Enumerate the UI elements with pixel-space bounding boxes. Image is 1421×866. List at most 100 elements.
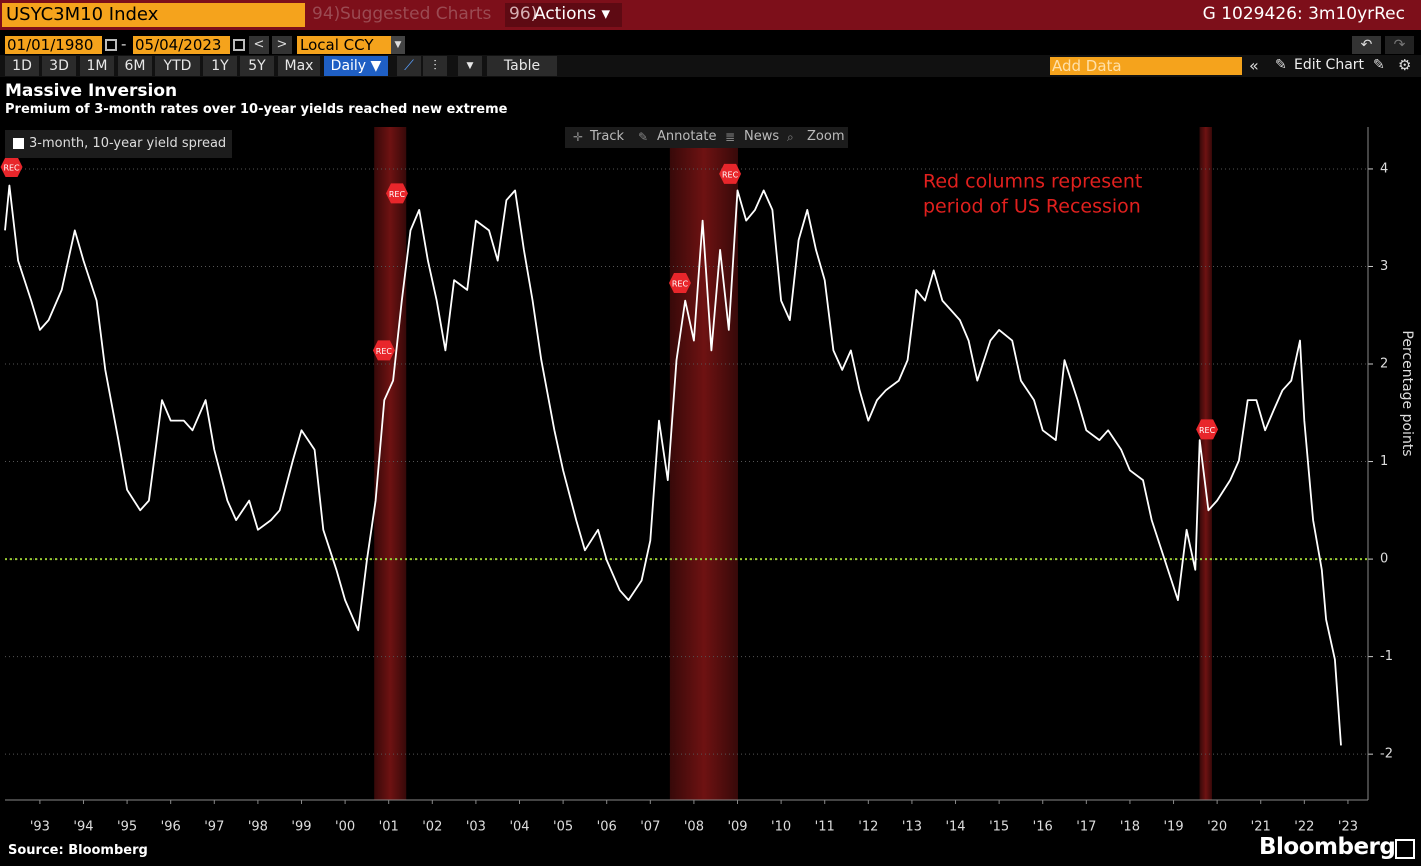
start-date[interactable]: 01/01/1980 [5,36,102,54]
marker-shape [1196,419,1219,440]
chart-tools: ✛ Track ✎ Annotate ≣ News ⌕ Zoom [565,127,848,148]
marker-shape [668,273,691,294]
marker-label: REC [3,163,20,172]
range-button[interactable]: YTD [155,56,200,76]
marker-label: REC [389,190,406,199]
range-button[interactable]: 3D [42,56,76,76]
recession-marker: REC [0,156,23,177]
legend-label: 3-month, 10-year yield spread [29,136,227,151]
news[interactable]: News [744,129,780,144]
end-date[interactable]: 05/04/2023 [133,36,230,54]
x-tick-label: '07 [640,820,660,835]
edit-icon[interactable]: ✎ [1373,57,1385,73]
undo-button[interactable]: ↶ [1352,36,1381,54]
zoom[interactable]: Zoom [807,129,845,144]
prev-button[interactable]: < [249,36,269,54]
x-tick-label: '05 [553,820,573,835]
edit-chart[interactable]: Edit Chart [1294,57,1365,73]
brand: Bloomberg [1259,834,1396,860]
marker-label: REC [672,280,689,289]
brand-icon [1395,839,1415,859]
marker-shape [719,163,742,184]
actions-prefix: 96) [509,4,538,24]
x-tick-label: '11 [815,820,835,835]
x-tick-label: '08 [684,820,704,835]
x-tick-label: '02 [422,820,442,835]
table-button[interactable]: Table [487,56,557,76]
x-tick-label: '15 [989,820,1009,835]
y-tick-label: 4 [1380,161,1388,176]
add-data[interactable]: Add Data [1050,57,1242,75]
chart-dropdown[interactable]: ▼ [458,56,482,76]
actions-box [505,3,622,27]
chart-subtitle: Premium of 3-month rates over 10-year yi… [5,102,508,117]
range-button[interactable]: 5Y [240,56,274,76]
annotation: period of US Recession [923,196,1141,218]
x-tick-label: '23 [1338,820,1358,835]
marker-shape [372,340,395,361]
source: Source: Bloomberg [8,843,148,858]
recession-marker: REC [1196,419,1219,440]
x-tick-label: '00 [335,820,355,835]
calendar-icon[interactable] [233,39,245,51]
marker-shape [385,183,408,204]
x-tick-label: '95 [117,820,137,835]
y-tick-label: -1 [1380,649,1393,664]
suggested-prefix: 94) [312,4,341,24]
legend: 3-month, 10-year yield spread [5,130,232,158]
x-tick-label: '13 [902,820,922,835]
x-tick-label: '19 [1163,820,1183,835]
range-button[interactable]: 1M [80,56,114,76]
collapse-icon[interactable]: « [1249,56,1259,75]
x-tick-label: '12 [858,820,878,835]
x-tick-label: '03 [466,820,486,835]
track[interactable]: Track [590,129,625,144]
range-button[interactable]: 6M [118,56,152,76]
x-tick-label: '14 [945,820,965,835]
y-axis-label: Percentage points [1399,330,1415,456]
x-tick-label: '94 [73,820,93,835]
suggested-charts[interactable]: Suggested Charts [340,4,492,24]
bar-chart-icon[interactable]: ⫶ [423,56,447,76]
chart-title: Massive Inversion [5,81,178,101]
annotate-icon[interactable]: ✎ [638,130,649,144]
redo-button[interactable]: ↷ [1385,36,1414,54]
x-tick-label: '16 [1033,820,1053,835]
x-tick-label: '17 [1076,820,1096,835]
next-button[interactable]: > [272,36,292,54]
x-tick-label: '18 [1120,820,1140,835]
range-button[interactable]: 1Y [203,56,237,76]
range-button[interactable]: Max [278,56,320,76]
x-tick-label: '20 [1207,820,1227,835]
frequency[interactable]: Daily ▼ [324,56,388,76]
range-button[interactable]: 1D [5,56,39,76]
recession-marker: REC [668,273,691,294]
currency[interactable]: Local CCY [297,36,391,54]
annotate[interactable]: Annotate [657,129,717,144]
marker-label: REC [1199,426,1216,435]
recession-marker: REC [372,340,395,361]
legend-swatch [13,138,24,149]
line-chart-icon[interactable]: ⟋ [397,56,421,76]
ticker[interactable]: USYC3M10 Index [2,3,305,27]
x-tick-label: '04 [509,820,529,835]
x-tick-label: '10 [771,820,791,835]
settings-icon[interactable]: ⚙ [1398,56,1412,74]
x-tick-label: '06 [597,820,617,835]
actions[interactable]: Actions ▾ [534,4,611,24]
series-line [4,184,1342,746]
x-tick-label: '99 [291,820,311,835]
edit-icon[interactable]: ✎ [1275,57,1287,73]
x-tick-label: '22 [1294,820,1314,835]
track-icon[interactable]: ✛ [573,130,584,144]
calendar-icon[interactable] [105,39,117,51]
x-tick-label: '93 [30,820,50,835]
news-icon[interactable]: ≣ [725,130,736,144]
y-tick-label: 0 [1380,552,1388,567]
x-tick-label: '97 [204,820,224,835]
currency-dropdown[interactable]: ▼ [391,36,405,54]
marker-label: REC [722,170,739,179]
zoom-icon[interactable]: ⌕ [787,130,794,144]
date-separator: - [121,35,127,53]
